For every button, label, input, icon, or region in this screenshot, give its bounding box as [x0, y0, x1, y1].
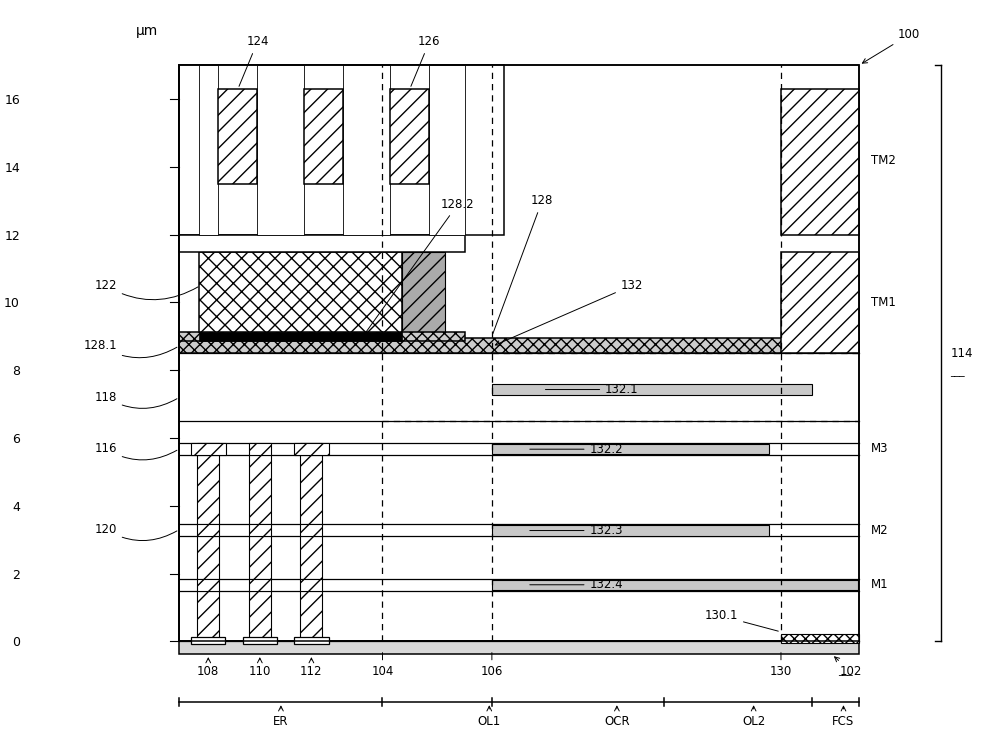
Text: 116: 116: [94, 443, 177, 460]
Bar: [197, 525, 219, 536]
Text: 114: 114: [951, 347, 973, 360]
Bar: [492, 580, 858, 590]
Bar: [197, 590, 219, 639]
Bar: [249, 455, 271, 525]
Bar: [390, 89, 429, 184]
Bar: [781, 252, 859, 354]
Bar: [402, 252, 445, 333]
Text: 118: 118: [94, 391, 177, 409]
Bar: [343, 65, 390, 234]
Bar: [300, 443, 322, 455]
Text: 132.2: 132.2: [530, 443, 623, 455]
Bar: [294, 443, 329, 455]
Bar: [257, 65, 304, 234]
Text: 108: 108: [197, 658, 219, 679]
Bar: [781, 89, 859, 234]
Bar: [218, 89, 257, 184]
Bar: [197, 455, 219, 525]
Text: 130.1: 130.1: [704, 609, 778, 631]
Text: 132.3: 132.3: [530, 524, 623, 537]
Text: ___: ___: [838, 666, 853, 676]
Bar: [179, 65, 504, 234]
Text: OCR: OCR: [604, 706, 630, 728]
Bar: [781, 633, 859, 643]
Text: 100: 100: [862, 28, 920, 63]
Text: 128: 128: [493, 195, 553, 334]
Bar: [191, 636, 225, 644]
Text: 110: 110: [249, 658, 271, 679]
Bar: [199, 252, 402, 333]
Text: 104: 104: [371, 653, 394, 679]
Bar: [179, 65, 859, 642]
Text: ___: ___: [951, 367, 965, 377]
Text: 132: 132: [495, 279, 643, 345]
Bar: [249, 578, 271, 590]
Bar: [249, 525, 271, 536]
Text: ER: ER: [273, 706, 289, 728]
Text: 122: 122: [94, 279, 198, 299]
Bar: [197, 578, 219, 590]
Bar: [179, 332, 465, 342]
Text: 132.1: 132.1: [545, 383, 639, 396]
Text: 126: 126: [411, 35, 441, 87]
Bar: [300, 455, 322, 525]
Bar: [197, 443, 219, 455]
Text: 102: 102: [835, 657, 862, 678]
Text: OL2: OL2: [742, 706, 765, 728]
Bar: [249, 443, 271, 455]
Bar: [492, 526, 769, 535]
Bar: [179, 338, 859, 354]
Bar: [300, 536, 322, 578]
Text: M1: M1: [871, 578, 888, 591]
Text: 106: 106: [481, 653, 503, 679]
Bar: [249, 536, 271, 578]
Text: TM1: TM1: [871, 296, 896, 309]
Text: 124: 124: [239, 35, 269, 87]
Bar: [429, 65, 465, 234]
Bar: [199, 65, 218, 234]
Bar: [191, 443, 226, 455]
Bar: [197, 536, 219, 578]
Bar: [304, 89, 343, 184]
Bar: [492, 444, 769, 454]
Bar: [294, 636, 329, 644]
Text: 128.1: 128.1: [83, 339, 177, 357]
Text: FCS: FCS: [832, 706, 855, 728]
Bar: [300, 590, 322, 639]
Text: μm: μm: [136, 24, 159, 38]
Bar: [179, 234, 465, 252]
Bar: [243, 636, 277, 644]
Text: 132.4: 132.4: [530, 578, 623, 591]
Bar: [179, 642, 859, 654]
Text: 130: 130: [770, 653, 792, 679]
Bar: [300, 578, 322, 590]
Bar: [249, 590, 271, 639]
Bar: [179, 65, 859, 642]
Text: OL1: OL1: [478, 706, 501, 728]
Text: M2: M2: [871, 524, 888, 537]
Bar: [199, 332, 402, 342]
Text: 112: 112: [300, 658, 323, 679]
Text: 128.2: 128.2: [365, 198, 475, 334]
Bar: [492, 385, 812, 394]
Text: 120: 120: [94, 523, 177, 541]
Text: TM2: TM2: [871, 154, 896, 167]
Bar: [300, 525, 322, 536]
Text: M3: M3: [871, 443, 888, 455]
